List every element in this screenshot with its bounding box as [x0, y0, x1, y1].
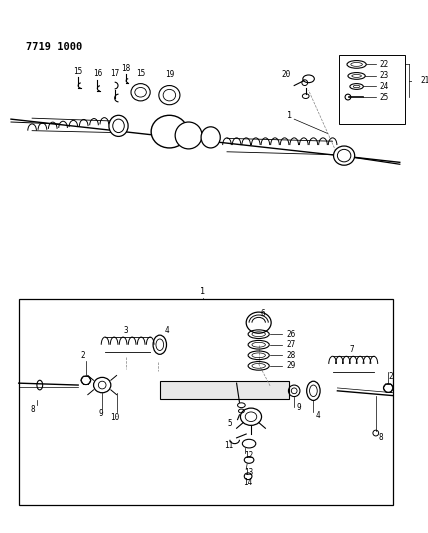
Text: 11: 11: [224, 441, 234, 450]
Text: 7719 1000: 7719 1000: [26, 42, 82, 52]
Text: 3: 3: [124, 326, 128, 335]
Text: 7: 7: [350, 345, 354, 354]
Bar: [339, 55, 404, 124]
Text: 19: 19: [165, 70, 174, 79]
Text: 29: 29: [286, 361, 296, 370]
Text: 2: 2: [389, 372, 393, 381]
Ellipse shape: [201, 127, 220, 148]
Bar: [160, 381, 289, 399]
Ellipse shape: [109, 115, 128, 136]
Text: 23: 23: [380, 71, 389, 80]
Text: 12: 12: [244, 450, 254, 459]
Text: 16: 16: [93, 69, 102, 78]
Text: 4: 4: [164, 326, 169, 335]
Text: 2: 2: [80, 351, 85, 360]
Bar: [19, 298, 393, 505]
Text: 24: 24: [380, 82, 389, 91]
Text: 25: 25: [380, 93, 389, 102]
Text: 8: 8: [378, 433, 383, 442]
Text: 9: 9: [99, 409, 104, 418]
Text: 10: 10: [110, 413, 119, 422]
Text: 13: 13: [244, 468, 254, 477]
Text: 27: 27: [286, 340, 296, 349]
Ellipse shape: [333, 146, 355, 165]
Text: 26: 26: [286, 330, 296, 338]
Text: 5: 5: [228, 419, 232, 428]
Text: 28: 28: [286, 351, 296, 360]
Text: 15: 15: [136, 69, 145, 78]
Text: 18: 18: [122, 64, 131, 73]
Text: 8: 8: [31, 405, 36, 414]
Ellipse shape: [337, 149, 351, 162]
Ellipse shape: [151, 115, 187, 148]
Text: 14: 14: [244, 479, 253, 488]
Text: 9: 9: [297, 402, 301, 411]
Ellipse shape: [175, 122, 202, 149]
Ellipse shape: [113, 119, 124, 133]
Text: 17: 17: [110, 69, 119, 78]
Text: 4: 4: [316, 411, 321, 421]
Text: 15: 15: [74, 67, 83, 76]
Text: 1: 1: [200, 287, 205, 296]
Text: 6: 6: [260, 309, 265, 318]
Text: 20: 20: [282, 70, 291, 79]
Text: 21: 21: [420, 76, 428, 85]
Text: 22: 22: [380, 60, 389, 69]
Text: 1: 1: [287, 111, 292, 120]
